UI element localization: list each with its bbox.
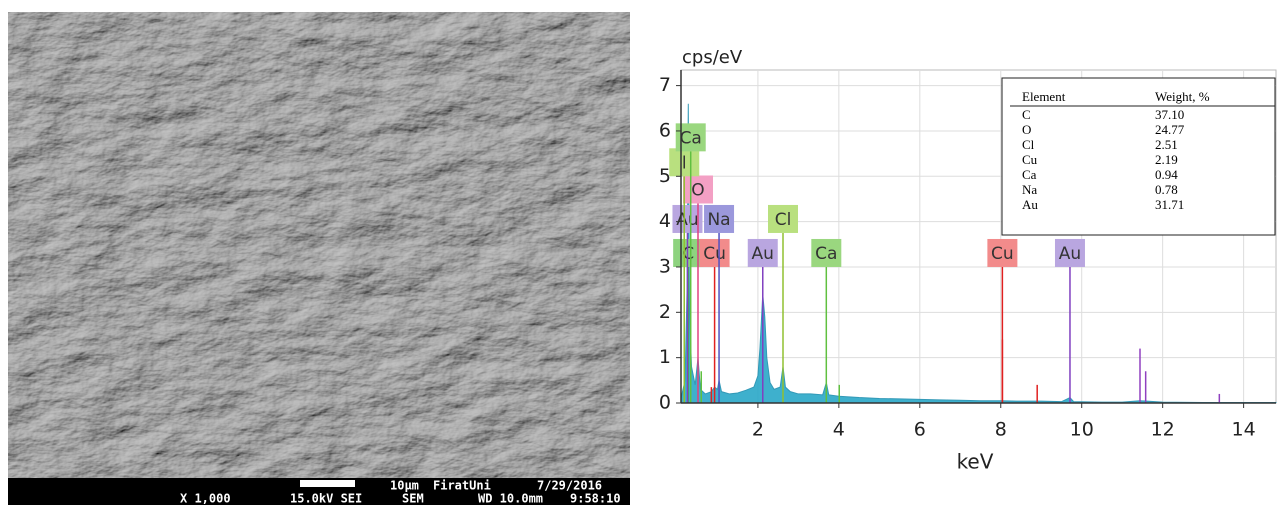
element-marker-box [669,148,700,177]
spectrum [681,103,1277,403]
table-cell: 31.71 [1155,197,1184,212]
element-marker-label: l [682,153,687,173]
table-cell: 37.10 [1155,107,1184,122]
sem-texture [8,12,630,480]
scale-bar [300,480,355,487]
x-tick-label: 2 [752,419,764,441]
element-marker-label: Cu [703,244,726,264]
inset-table [1001,77,1276,236]
scale-label: 10µm [390,479,419,493]
voltage-label: 15.0kV SEI [290,492,362,506]
table-cell: Na [1022,182,1037,197]
table-cell: 0.78 [1155,182,1178,197]
y-tick-label: 7 [659,74,671,96]
element-marker-label: Au [1059,244,1081,264]
y-tick-label: 4 [659,210,671,232]
table-cell: Cu [1022,152,1038,167]
date-label: 7/29/2016 [537,479,602,493]
mode-label: SEM [402,492,424,506]
table-cell: O [1022,122,1031,137]
plot: CCuAuCaCuAuAuNaClOlCa012345672468101214E… [659,69,1277,441]
element-marker-label: Cu [991,244,1014,264]
table-cell: Cl [1022,137,1035,152]
element-marker-label: Cl [775,210,792,230]
element-marker-box [811,238,842,267]
element-marker-label: Na [707,210,730,230]
table-cell: Ca [1022,167,1037,182]
element-marker-box [747,238,778,267]
element-marker-box [768,204,798,233]
x-tick-label: 4 [833,419,845,441]
element-marker-box [704,204,735,233]
x-tick-label: 14 [1232,419,1256,441]
y-tick-label: 3 [659,255,671,277]
element-marker-box [683,175,713,204]
y-tick-label: 2 [659,301,671,323]
table-cell: Au [1022,197,1038,212]
element-marker-box [699,238,730,267]
x-tick-label: 8 [995,419,1007,441]
x-tick-label: 12 [1151,419,1175,441]
table-cell: 24.77 [1155,122,1185,137]
y-tick-label: 1 [659,346,671,368]
table-cell: 0.94 [1155,167,1178,182]
magnification-label: X 1,000 [180,492,231,506]
table-header: Element [1022,89,1066,104]
y-tick-label: 0 [659,392,671,414]
x-tick-label: 10 [1070,419,1094,441]
x-axis-label: keV [957,450,994,474]
y-tick-label: 5 [659,165,671,187]
element-marker-label: Ca [680,128,702,148]
time-label: 9:58:10 [570,492,621,506]
lab-label: FiratUni [433,479,491,493]
element-marker-label: Au [676,210,698,230]
table-header: Weight, % [1155,89,1210,104]
element-marker-label: Au [752,244,774,264]
y-tick-label: 6 [659,119,671,141]
table-cell: 2.19 [1155,152,1178,167]
element-marker-label: O [691,180,704,200]
y-axis-label: cps/eV [682,47,743,68]
element-marker-box [1054,238,1085,267]
table-cell: 2.51 [1155,137,1178,152]
x-tick-label: 6 [914,419,926,441]
element-marker-box [987,238,1018,267]
wd-label: WD 10.0mm [478,492,543,506]
element-marker-label: Ca [815,244,837,264]
table-cell: C [1022,107,1031,122]
